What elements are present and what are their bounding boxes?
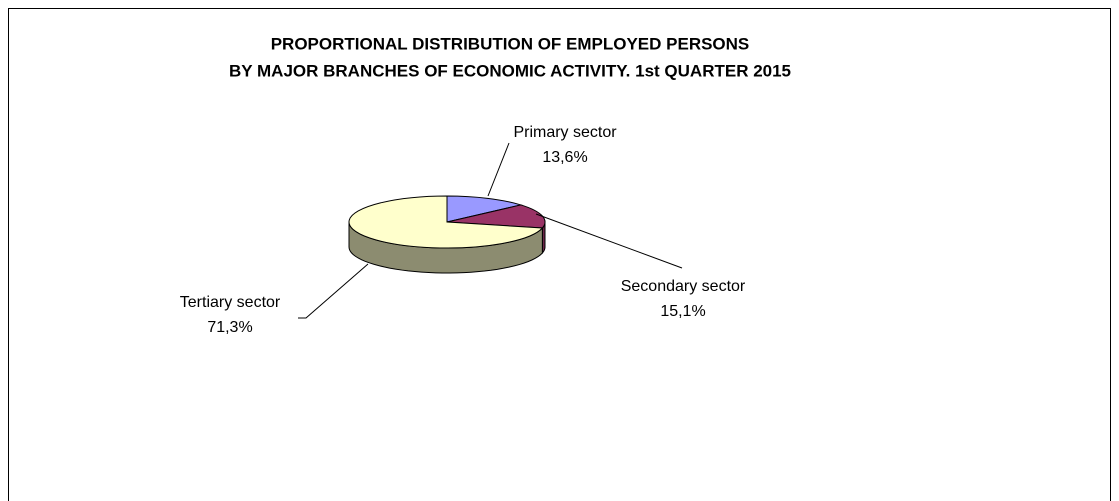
data-label-value: 13,6% [542,149,587,166]
data-label-value: 71,3% [207,319,252,336]
chart-title: BY MAJOR BRANCHES OF ECONOMIC ACTIVITY. … [229,61,791,80]
chart-frame [8,8,1111,501]
pie-slice [348,195,544,249]
data-label-name: Secondary sector [621,278,746,295]
data-label-name: Primary sector [513,124,617,141]
chart-title: PROPORTIONAL DISTRIBUTION OF EMPLOYED PE… [271,34,750,53]
leader-line [535,213,683,269]
data-label-value: 15,1% [660,303,705,320]
leader-line [487,142,510,197]
data-label-name: Tertiary sector [180,294,281,311]
leader-line [298,263,369,319]
pie-slice [446,195,523,223]
